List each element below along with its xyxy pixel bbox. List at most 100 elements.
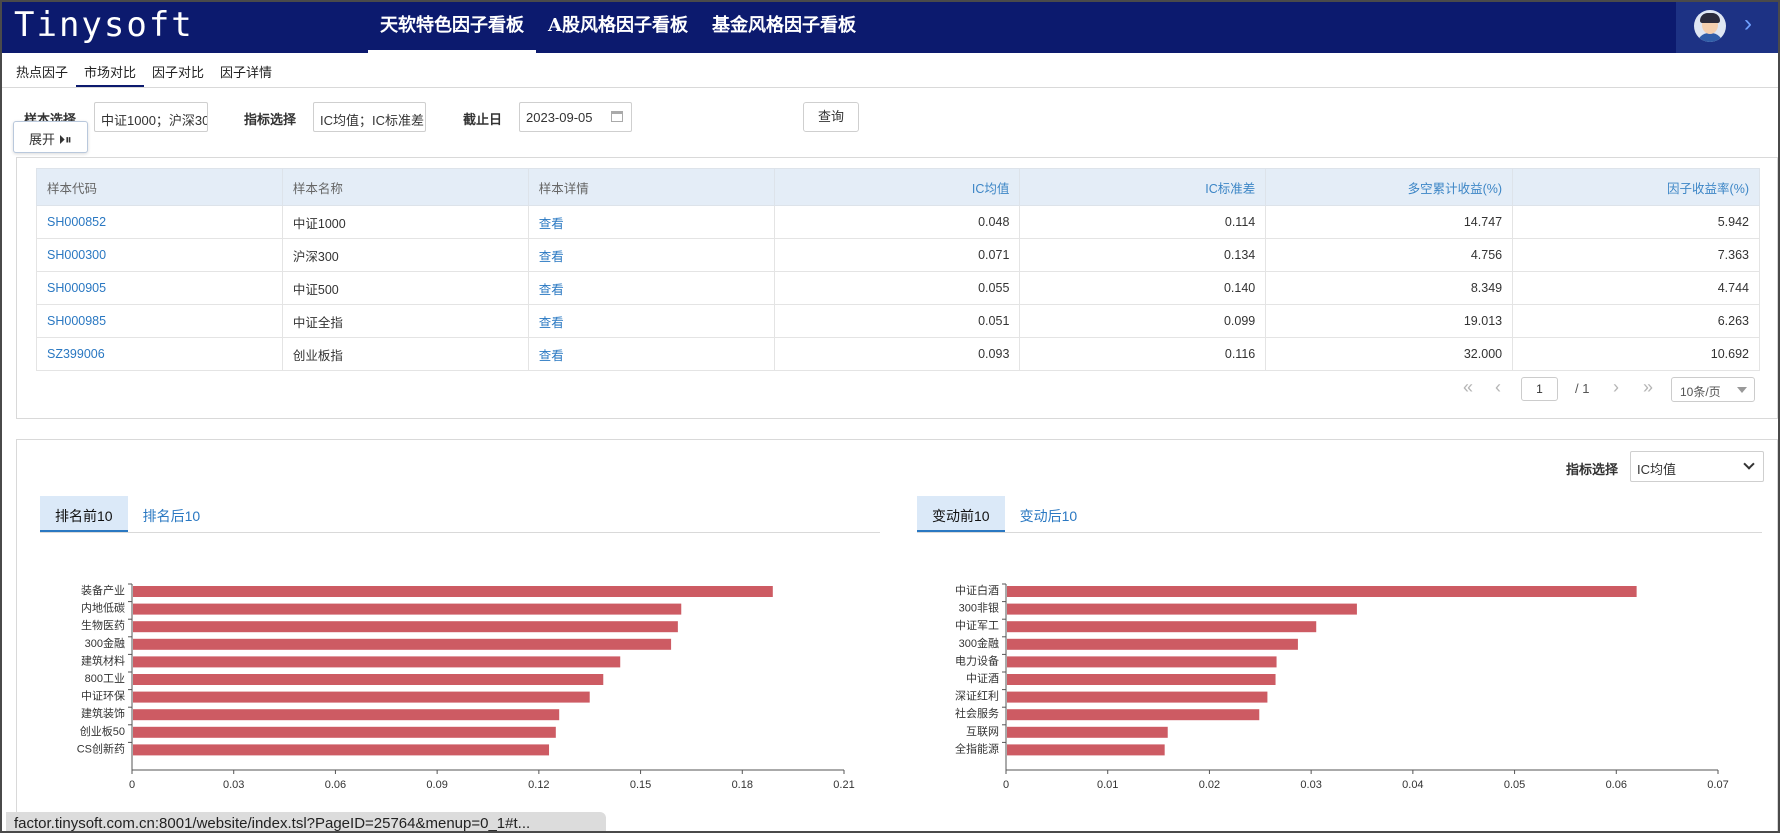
x-tick-label: 0.02	[1199, 779, 1220, 791]
left-chart-tabs: 排名前10 排名后10	[40, 496, 215, 532]
results-table: 样本代码 样本名称 样本详情 IC均值 IC标准差 多空累计收益(%) 因子收益…	[36, 168, 1760, 371]
chart-indicator-value: IC均值	[1637, 462, 1677, 477]
view-detail-link[interactable]: 查看	[527, 304, 775, 338]
sample-name: 中证全指	[281, 304, 529, 338]
tab-factor-compare[interactable]: 因子对比	[152, 65, 205, 80]
x-tick-label: 0.01	[1097, 779, 1118, 791]
factor-return-cell: 10.692	[1512, 337, 1760, 371]
ic-mean-cell: 0.093	[773, 337, 1021, 371]
first-page-button[interactable]: «	[1463, 377, 1474, 397]
x-tick-label: 0.03	[223, 779, 244, 791]
tab-change-top10[interactable]: 变动前10	[917, 496, 1005, 532]
user-menu[interactable]: ›	[1676, 2, 1778, 53]
bar	[133, 656, 621, 668]
main-nav: 天软特色因子看板 A股风格因子看板 基金风格因子看板	[368, 2, 868, 53]
table-row: SH000905 中证500 查看 0.055 0.140 8.349 4.74…	[36, 271, 1760, 305]
x-tick-label: 0.12	[528, 779, 549, 791]
sample-name: 沪深300	[281, 238, 529, 272]
sub-tabs: 热点因子 市场对比 因子对比 因子详情	[8, 54, 280, 87]
tab-hot-factors[interactable]: 热点因子	[16, 65, 69, 80]
bar	[133, 621, 678, 633]
category-label: 300非银	[959, 601, 999, 615]
view-detail-link[interactable]: 查看	[527, 238, 775, 272]
divider	[40, 532, 880, 533]
page-total: / 1	[1575, 381, 1590, 396]
category-label: 中证环保	[81, 689, 125, 703]
sample-code-link[interactable]: SH000852	[36, 205, 283, 239]
query-button[interactable]: 查询	[803, 102, 859, 132]
x-tick-label: 0.07	[1707, 779, 1728, 791]
bar	[1007, 744, 1165, 756]
sample-code-link[interactable]: SZ399006	[36, 337, 283, 371]
col-sample-detail[interactable]: 样本详情	[527, 168, 775, 206]
bar	[133, 638, 672, 650]
nav-fund-style-board[interactable]: 基金风格因子看板	[711, 15, 856, 36]
nav-tinysoft-factor-board[interactable]: 天软特色因子看板	[368, 2, 536, 53]
last-page-button[interactable]: »	[1643, 377, 1654, 397]
col-factor-return[interactable]: 因子收益率(%)	[1512, 168, 1760, 206]
tab-market-compare[interactable]: 市场对比	[76, 54, 145, 87]
bar	[133, 691, 590, 703]
view-detail-link[interactable]: 查看	[527, 337, 775, 371]
prev-page-button[interactable]: ‹	[1495, 377, 1501, 397]
bar	[1007, 638, 1298, 650]
next-page-button[interactable]: ›	[1613, 377, 1619, 397]
tab-change-bottom10[interactable]: 变动后10	[1019, 508, 1078, 524]
category-label: 社会服务	[955, 706, 999, 720]
page-number-input[interactable]: 1	[1521, 377, 1558, 401]
factor-return-cell: 5.942	[1512, 205, 1760, 239]
col-ic-mean[interactable]: IC均值	[773, 168, 1021, 206]
category-label: 300金融	[85, 636, 125, 650]
category-label: 中证军工	[955, 619, 999, 632]
x-tick-label: 0.15	[630, 779, 651, 791]
sample-code-link[interactable]: SH000905	[36, 271, 283, 305]
x-tick-label: 0.05	[1504, 779, 1525, 791]
category-label: 全指能源	[955, 741, 999, 755]
long-short-return-cell: 32.000	[1265, 337, 1514, 371]
bar	[133, 744, 550, 756]
chevron-down-icon	[1743, 458, 1755, 470]
page-size-select[interactable]: 10条/页	[1671, 377, 1755, 402]
caret-down-icon	[1737, 387, 1747, 393]
sample-code-link[interactable]: SH000985	[36, 304, 283, 338]
bar	[1007, 621, 1317, 633]
right-chart-tabs: 变动前10 变动后10	[917, 496, 1092, 532]
table-row: SH000300 沪深300 查看 0.071 0.134 4.756 7.36…	[36, 238, 1760, 272]
x-tick-label: 0.09	[426, 779, 447, 791]
chart-indicator-select[interactable]: IC均值	[1630, 451, 1764, 482]
bar	[133, 603, 682, 615]
end-date-input[interactable]: 2023-09-05	[519, 102, 632, 132]
sample-name: 创业板指	[281, 337, 529, 371]
col-sample-code[interactable]: 样本代码	[36, 168, 283, 206]
view-detail-link[interactable]: 查看	[527, 271, 775, 305]
category-label: CS创新药	[77, 741, 125, 755]
col-ic-std[interactable]: IC标准差	[1019, 168, 1267, 206]
ic-std-cell: 0.114	[1019, 205, 1267, 239]
sample-name: 中证1000	[281, 205, 529, 239]
tab-bottom10[interactable]: 排名后10	[142, 508, 201, 524]
results-panel: 样本代码 样本名称 样本详情 IC均值 IC标准差 多空累计收益(%) 因子收益…	[16, 157, 1778, 419]
avatar[interactable]	[1694, 10, 1726, 42]
calendar-icon[interactable]	[611, 111, 623, 122]
col-long-short-return[interactable]: 多空累计收益(%)	[1265, 168, 1514, 206]
sample-select-input[interactable]: 中证1000；沪深300	[94, 102, 208, 132]
expand-button[interactable]: 展开 ⏵⏸	[13, 121, 88, 153]
category-label: 中证白酒	[955, 583, 999, 597]
indicator-select-input[interactable]: IC均值；IC标准差	[313, 102, 426, 132]
tab-top10[interactable]: 排名前10	[40, 496, 128, 532]
table-row: SH000852 中证1000 查看 0.048 0.114 14.747 5.…	[36, 205, 1760, 239]
view-detail-link[interactable]: 查看	[527, 205, 775, 239]
x-tick-label: 0.03	[1300, 779, 1321, 791]
col-sample-name[interactable]: 样本名称	[281, 168, 529, 206]
tab-factor-detail[interactable]: 因子详情	[220, 65, 273, 80]
factor-return-cell: 4.744	[1512, 271, 1760, 305]
ic-mean-cell: 0.048	[773, 205, 1021, 239]
bar	[1007, 709, 1260, 721]
chevron-right-icon[interactable]: ›	[1744, 10, 1752, 37]
bar	[1007, 603, 1357, 615]
x-tick-label: 0.04	[1402, 779, 1423, 791]
sample-code-link[interactable]: SH000300	[36, 238, 283, 272]
nav-a-share-style-board[interactable]: A股风格因子看板	[548, 15, 688, 36]
